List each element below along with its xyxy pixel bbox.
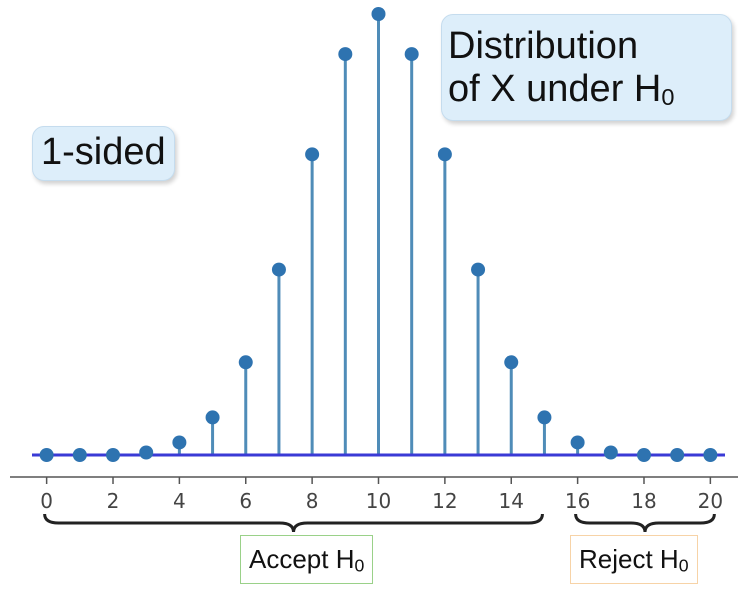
tick-label-8: 8 xyxy=(306,489,319,513)
point-6 xyxy=(238,355,253,370)
one-sided-callout: 1-sided xyxy=(32,126,175,181)
accept-region-label: Accept H0 xyxy=(240,535,374,584)
distribution-line-2: of X under H0 xyxy=(448,68,725,111)
tick-label-18: 18 xyxy=(631,489,656,513)
x-tick-labels-group: 0 2 4 6 8 10 12 14 16 18 20 xyxy=(40,489,723,513)
distribution-callout: Distribution of X under H0 xyxy=(441,14,732,122)
point-18 xyxy=(636,448,651,462)
point-1 xyxy=(72,448,87,462)
x-ticks-group xyxy=(45,477,712,484)
points-group xyxy=(39,7,718,462)
point-15 xyxy=(537,410,552,425)
point-12 xyxy=(437,147,452,162)
accept-text: Accept H xyxy=(249,544,355,574)
accept-subscript: 0 xyxy=(354,555,365,576)
point-19 xyxy=(670,448,685,462)
tick-label-0: 0 xyxy=(40,489,53,513)
tick-label-10: 10 xyxy=(366,489,391,513)
distribution-line-2-text: of X under H xyxy=(448,67,662,110)
point-14 xyxy=(504,355,519,370)
point-7 xyxy=(271,262,286,277)
reject-subscript: 0 xyxy=(678,555,689,576)
point-20 xyxy=(703,448,718,462)
point-4 xyxy=(172,435,187,450)
tick-label-12: 12 xyxy=(432,489,457,513)
point-13 xyxy=(471,262,486,277)
tick-label-14: 14 xyxy=(499,489,524,513)
point-11 xyxy=(404,47,419,62)
distribution-subscript: 0 xyxy=(661,83,675,110)
point-10 xyxy=(371,7,386,21)
point-2 xyxy=(106,448,121,462)
point-0 xyxy=(39,448,54,462)
reject-region-label: Reject H0 xyxy=(570,535,698,584)
point-17 xyxy=(603,445,618,460)
point-3 xyxy=(139,445,154,460)
tick-label-20: 20 xyxy=(698,489,723,513)
distribution-line-1: Distribution xyxy=(448,25,639,67)
reject-brace xyxy=(574,513,716,533)
point-16 xyxy=(570,435,585,450)
tick-label-2: 2 xyxy=(107,489,120,513)
one-sided-text: 1-sided xyxy=(41,131,166,173)
accept-brace xyxy=(43,513,544,533)
tick-label-6: 6 xyxy=(239,489,252,513)
point-9 xyxy=(338,47,353,62)
point-8 xyxy=(305,147,320,162)
reject-text: Reject H xyxy=(579,544,679,574)
stems-group xyxy=(144,14,613,455)
tick-label-4: 4 xyxy=(173,489,186,513)
point-5 xyxy=(205,410,220,425)
tick-label-16: 16 xyxy=(565,489,590,513)
